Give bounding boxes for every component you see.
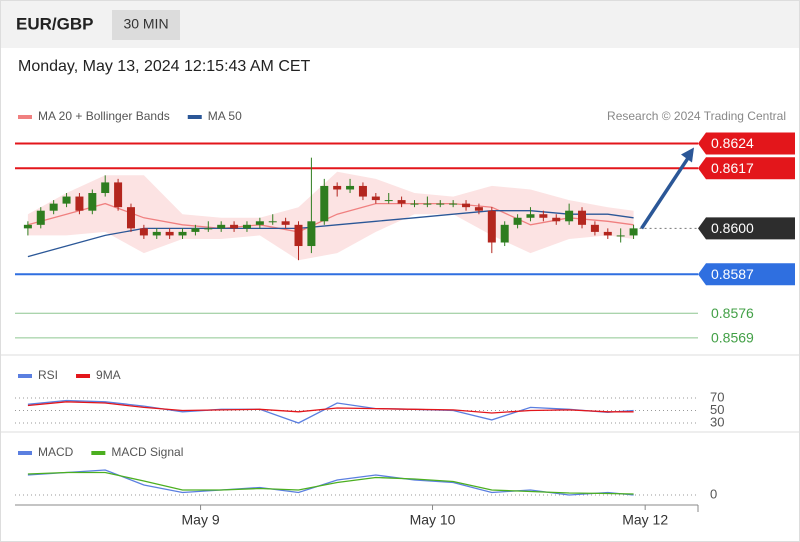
candle-body bbox=[230, 224, 239, 229]
candle-body bbox=[590, 224, 599, 232]
y-tick-label: 70 bbox=[710, 389, 724, 404]
level-label: 0.8624 bbox=[711, 135, 754, 151]
candle-body bbox=[281, 221, 290, 225]
level-tag bbox=[698, 157, 795, 180]
x-tick-label: May 10 bbox=[410, 512, 456, 528]
candle-body bbox=[62, 196, 71, 204]
level-tag bbox=[698, 217, 795, 240]
legend-label: MACD bbox=[38, 445, 74, 459]
candle-body bbox=[36, 210, 45, 225]
candle-body bbox=[255, 221, 264, 225]
level-label: 0.8600 bbox=[711, 220, 754, 236]
candle-body bbox=[397, 200, 406, 204]
timeframe-box[interactable] bbox=[112, 10, 180, 40]
candle-body bbox=[539, 214, 548, 218]
candle-body bbox=[333, 185, 342, 190]
candle-body bbox=[474, 207, 483, 211]
candle-body bbox=[449, 203, 458, 205]
candle-body bbox=[526, 214, 535, 218]
level-label: 0.8569 bbox=[711, 330, 754, 346]
legend-swatch bbox=[18, 451, 32, 455]
legend-label: 9MA bbox=[96, 368, 121, 382]
candle-body bbox=[436, 203, 445, 205]
copyright: Research © 2024 Trading Central bbox=[607, 109, 786, 123]
candle-body bbox=[191, 228, 200, 232]
candle-body bbox=[371, 196, 380, 201]
candle-body bbox=[346, 185, 355, 190]
legend-label: MACD Signal bbox=[111, 445, 183, 459]
candle-body bbox=[49, 203, 58, 211]
candle-body bbox=[629, 228, 638, 236]
candle-body bbox=[101, 182, 110, 194]
indicator-line bbox=[27, 401, 634, 414]
legend-swatch bbox=[91, 451, 106, 455]
timestamp: Monday, May 13, 2024 12:15:43 AM CET bbox=[18, 58, 311, 75]
candle-body bbox=[358, 185, 367, 197]
legend-swatch bbox=[187, 115, 202, 119]
candle-body bbox=[165, 231, 174, 236]
candle-body bbox=[242, 224, 251, 229]
legend-label: RSI bbox=[38, 368, 58, 382]
candle-body bbox=[552, 217, 561, 222]
candle-body bbox=[75, 196, 84, 211]
candle-body bbox=[126, 207, 135, 229]
indicator-line bbox=[27, 471, 634, 495]
indicator-line bbox=[27, 399, 634, 424]
candle-body bbox=[578, 210, 587, 225]
candle-body bbox=[384, 200, 393, 202]
candle-body bbox=[139, 228, 148, 236]
legend-swatch bbox=[18, 115, 32, 119]
bollinger-band bbox=[27, 171, 634, 261]
candle-body bbox=[307, 221, 316, 247]
candle-body bbox=[320, 185, 329, 222]
timeframe[interactable]: 30 MIN bbox=[123, 16, 168, 32]
candle-body bbox=[603, 231, 612, 236]
candle-body bbox=[294, 224, 303, 247]
candle-body bbox=[114, 182, 123, 208]
candle-body bbox=[513, 217, 522, 225]
candle-body bbox=[178, 231, 187, 236]
candle-body bbox=[462, 203, 471, 208]
candle-body bbox=[23, 224, 32, 229]
legend-label: MA 20 + Bollinger Bands bbox=[38, 109, 170, 123]
candle-body bbox=[204, 228, 213, 230]
level-tag bbox=[698, 263, 795, 286]
candle-body bbox=[88, 193, 97, 211]
symbol: EUR/GBP bbox=[16, 14, 93, 33]
y-tick-label: 50 bbox=[710, 402, 724, 417]
x-tick-label: May 12 bbox=[622, 512, 668, 528]
candle-body bbox=[487, 210, 496, 243]
y-tick-label: 0 bbox=[710, 486, 717, 501]
level-label: 0.8576 bbox=[711, 305, 754, 321]
level-label: 0.8617 bbox=[711, 160, 754, 176]
legend-label: MA 50 bbox=[208, 109, 242, 123]
forecast-arrowhead bbox=[681, 147, 694, 163]
candle-body bbox=[152, 231, 161, 236]
candle-body bbox=[217, 224, 226, 229]
candle-body bbox=[423, 203, 432, 205]
candle-body bbox=[268, 221, 277, 223]
candle-body bbox=[410, 203, 419, 205]
y-tick-label: 30 bbox=[710, 414, 724, 429]
legend-swatch bbox=[76, 374, 91, 378]
level-tag bbox=[698, 132, 795, 155]
x-tick-label: May 9 bbox=[182, 512, 220, 528]
candle-body bbox=[616, 235, 625, 237]
legend-swatch bbox=[18, 374, 32, 378]
candle-body bbox=[565, 210, 574, 222]
candle-body bbox=[500, 224, 509, 243]
level-label: 0.8587 bbox=[711, 266, 754, 282]
forecast-arrow bbox=[640, 152, 693, 230]
